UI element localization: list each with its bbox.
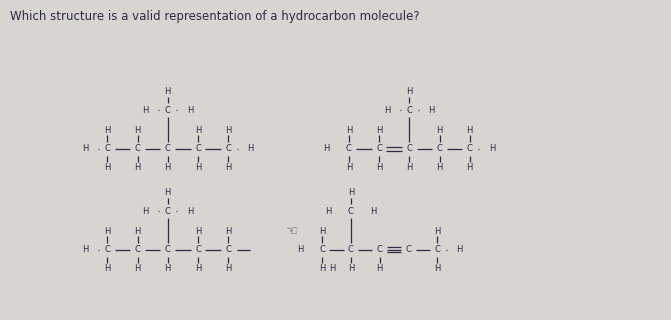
Text: C: C xyxy=(348,245,354,254)
Text: H: H xyxy=(164,188,171,197)
Text: H: H xyxy=(142,106,149,115)
Text: H: H xyxy=(104,227,111,236)
Text: C: C xyxy=(319,245,325,254)
Text: H: H xyxy=(104,264,111,273)
Text: C: C xyxy=(348,207,354,216)
Text: H: H xyxy=(406,87,413,96)
Text: C: C xyxy=(346,144,352,153)
Text: H: H xyxy=(104,163,111,172)
Text: C: C xyxy=(105,144,110,153)
Text: C: C xyxy=(407,106,412,115)
Text: C: C xyxy=(105,245,110,254)
Text: C: C xyxy=(406,245,411,254)
Text: H: H xyxy=(187,207,193,216)
Text: H: H xyxy=(195,126,201,135)
Text: H: H xyxy=(195,264,201,273)
Text: C: C xyxy=(225,144,231,153)
Text: H: H xyxy=(329,264,336,273)
Text: C: C xyxy=(407,144,412,153)
Text: H: H xyxy=(434,264,441,273)
Text: H: H xyxy=(134,126,141,135)
Text: H: H xyxy=(466,163,473,172)
Text: H: H xyxy=(346,163,352,172)
Text: H: H xyxy=(376,163,382,172)
Text: C: C xyxy=(165,144,170,153)
Text: H: H xyxy=(225,163,231,172)
Text: H: H xyxy=(225,126,231,135)
Text: H: H xyxy=(164,87,171,96)
Text: H: H xyxy=(225,264,231,273)
Text: C: C xyxy=(165,207,170,216)
Text: C: C xyxy=(135,144,140,153)
Text: H: H xyxy=(104,126,111,135)
Text: H: H xyxy=(434,227,441,236)
Text: H: H xyxy=(134,227,141,236)
Text: C: C xyxy=(467,144,472,153)
Text: C: C xyxy=(376,144,382,153)
Text: H: H xyxy=(195,227,201,236)
Text: H: H xyxy=(384,106,391,115)
Text: H: H xyxy=(406,163,413,172)
Text: H: H xyxy=(134,163,141,172)
Text: H: H xyxy=(297,245,303,254)
Text: H: H xyxy=(428,106,435,115)
Text: C: C xyxy=(135,245,140,254)
Text: H: H xyxy=(164,163,171,172)
Text: C: C xyxy=(195,245,201,254)
Text: C: C xyxy=(165,106,170,115)
Text: H: H xyxy=(488,144,495,153)
Text: H: H xyxy=(370,207,376,216)
Text: H: H xyxy=(348,188,354,197)
Text: H: H xyxy=(348,264,354,273)
Text: H: H xyxy=(325,207,332,216)
Text: H: H xyxy=(82,144,89,153)
Text: C: C xyxy=(165,245,170,254)
Text: H: H xyxy=(195,163,201,172)
Text: H: H xyxy=(225,227,231,236)
Text: ☜: ☜ xyxy=(286,223,298,237)
Text: H: H xyxy=(323,144,330,153)
Text: H: H xyxy=(82,245,89,254)
Text: C: C xyxy=(437,144,442,153)
Text: H: H xyxy=(134,264,141,273)
Text: H: H xyxy=(436,126,443,135)
Text: H: H xyxy=(466,126,473,135)
Text: H: H xyxy=(456,245,463,254)
Text: H: H xyxy=(247,144,254,153)
Text: H: H xyxy=(142,207,149,216)
Text: H: H xyxy=(164,264,171,273)
Text: H: H xyxy=(436,163,443,172)
Text: H: H xyxy=(187,106,193,115)
Text: H: H xyxy=(376,264,383,273)
Text: H: H xyxy=(319,227,325,236)
Text: C: C xyxy=(225,245,231,254)
Text: H: H xyxy=(346,126,352,135)
Text: Which structure is a valid representation of a hydrocarbon molecule?: Which structure is a valid representatio… xyxy=(10,10,419,23)
Text: C: C xyxy=(435,245,440,254)
Text: C: C xyxy=(377,245,382,254)
Text: C: C xyxy=(195,144,201,153)
Text: H: H xyxy=(376,126,382,135)
Text: H: H xyxy=(319,264,325,273)
